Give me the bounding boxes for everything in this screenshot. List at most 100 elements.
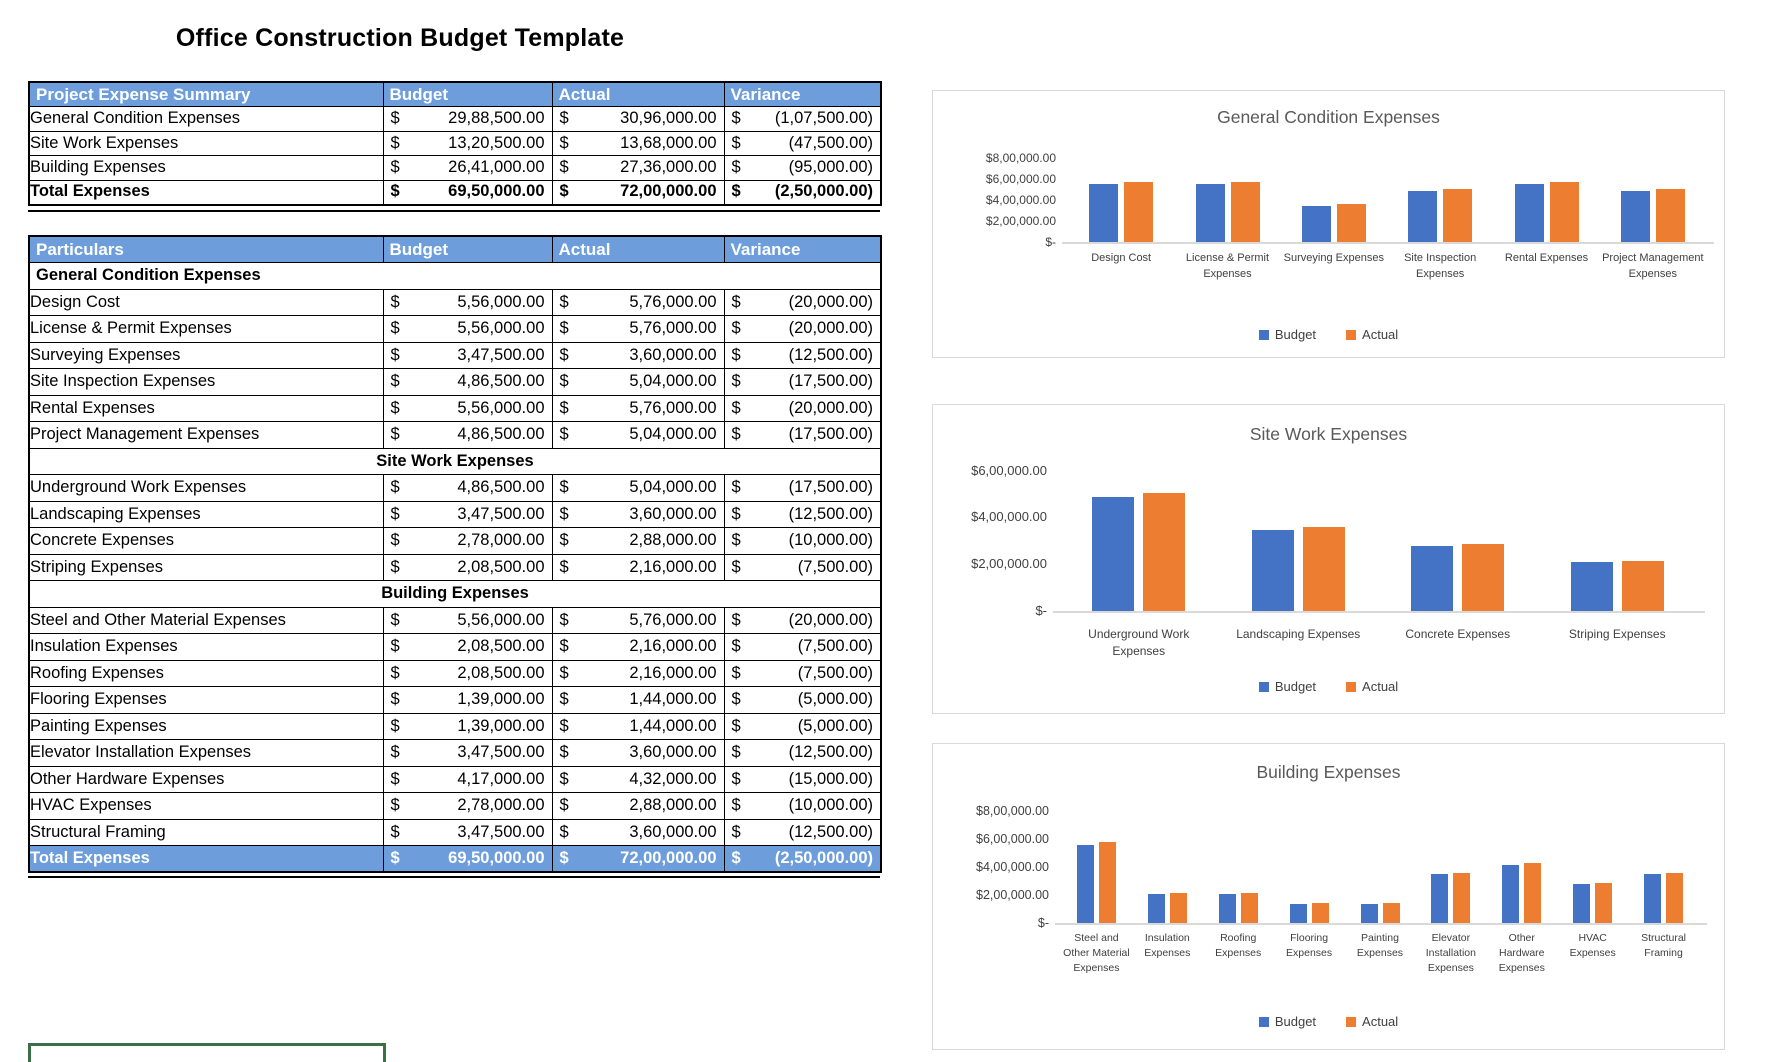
column-header[interactable]: Budget [382, 81, 553, 107]
budget-value-cell[interactable]: $3,47,500.00 [382, 818, 553, 846]
variance-value-cell[interactable]: $ (10,000.00) [723, 527, 882, 555]
actual-value-cell[interactable]: $5,04,000.00 [551, 368, 725, 396]
variance-value-cell[interactable]: $ (1,07,500.00) [723, 106, 882, 132]
budget-value-cell[interactable]: $3,47,500.00 [382, 739, 553, 767]
chart-building-expenses[interactable]: Building Expenses $8,00,000.00 $6,00,000.0… [932, 743, 1725, 1050]
summary-table[interactable]: Project Expense Summary Budget Actual Varia… [28, 81, 882, 206]
actual-value-cell[interactable]: $1,44,000.00 [551, 686, 725, 714]
actual-value-cell[interactable]: $2,16,000.00 [551, 633, 725, 661]
budget-value-cell[interactable]: $13,20,500.00 [382, 130, 553, 156]
budget-value-cell[interactable]: $4,86,500.00 [382, 421, 553, 449]
row-label[interactable]: Striping Expenses [28, 553, 384, 581]
row-label[interactable]: Elevator Installation Expenses [28, 739, 384, 767]
variance-value-cell[interactable]: $ (10,000.00) [723, 792, 882, 820]
empty-selected-range-box[interactable] [28, 1043, 386, 1062]
budget-value-cell[interactable]: $1,39,000.00 [382, 712, 553, 740]
actual-value-cell[interactable]: $2,16,000.00 [551, 553, 725, 581]
chart-site-work-expenses[interactable]: Site Work Expenses $6,00,000.00 $4,00,000.… [932, 404, 1725, 714]
budget-value-cell[interactable]: $3,47,500.00 [382, 341, 553, 369]
budget-value-cell[interactable]: $2,78,000.00 [382, 527, 553, 555]
row-label[interactable]: Roofing Expenses [28, 659, 384, 687]
actual-value-cell[interactable]: $13,68,000.00 [551, 130, 725, 156]
variance-value-cell[interactable]: $ (12,500.00) [723, 818, 882, 846]
variance-value-cell[interactable]: $ (5,000.00) [723, 686, 882, 714]
budget-value-cell[interactable]: $4,17,000.00 [382, 765, 553, 793]
actual-value-cell[interactable]: $2,88,000.00 [551, 527, 725, 555]
row-label[interactable]: General Condition Expenses [28, 106, 384, 132]
row-label[interactable]: Other Hardware Expenses [28, 765, 384, 793]
budget-value-cell[interactable]: $3,47,500.00 [382, 500, 553, 528]
detail-table[interactable]: Particulars Budget Actual Variance General C… [28, 235, 882, 873]
section-label[interactable]: Site Work Expenses [28, 447, 882, 475]
actual-value-cell[interactable]: $5,76,000.00 [551, 288, 725, 316]
budget-value-cell[interactable]: $2,08,500.00 [382, 553, 553, 581]
column-header[interactable]: Actual [551, 235, 725, 263]
actual-value-cell[interactable]: $27,36,000.00 [551, 155, 725, 181]
column-header[interactable]: Project Expense Summary [28, 81, 384, 107]
row-label[interactable]: Design Cost [28, 288, 384, 316]
budget-value-cell[interactable]: $2,78,000.00 [382, 792, 553, 820]
actual-value-cell[interactable]: $5,76,000.00 [551, 606, 725, 634]
row-label[interactable]: License & Permit Expenses [28, 315, 384, 343]
variance-value-cell[interactable]: $ (20,000.00) [723, 315, 882, 343]
variance-value-cell[interactable]: $ (7,500.00) [723, 553, 882, 581]
variance-value-cell[interactable]: $ (17,500.00) [723, 368, 882, 396]
budget-value-cell[interactable]: $5,56,000.00 [382, 606, 553, 634]
budget-value-cell[interactable]: $5,56,000.00 [382, 394, 553, 422]
column-header[interactable]: Budget [382, 235, 553, 263]
variance-value-cell[interactable]: $ (12,500.00) [723, 739, 882, 767]
row-label[interactable]: Steel and Other Material Expenses [28, 606, 384, 634]
variance-value-cell[interactable]: $ (7,500.00) [723, 633, 882, 661]
variance-value-cell[interactable]: $ (17,500.00) [723, 421, 882, 449]
variance-value-cell[interactable]: $ (15,000.00) [723, 765, 882, 793]
budget-value-cell[interactable]: $2,08,500.00 [382, 659, 553, 687]
budget-value-cell[interactable]: $1,39,000.00 [382, 686, 553, 714]
row-label[interactable]: Building Expenses [28, 155, 384, 181]
variance-value-cell[interactable]: $ (12,500.00) [723, 341, 882, 369]
budget-value-cell[interactable]: $4,86,500.00 [382, 474, 553, 502]
actual-value-cell[interactable]: $3,60,000.00 [551, 739, 725, 767]
chart-general-condition-expenses[interactable]: General Condition Expenses $8,00,000.00 $6… [932, 90, 1725, 358]
row-label[interactable]: Site Inspection Expenses [28, 368, 384, 396]
row-label[interactable]: Site Work Expenses [28, 130, 384, 156]
actual-value-cell[interactable]: $2,88,000.00 [551, 792, 725, 820]
budget-value-cell[interactable]: $2,08,500.00 [382, 633, 553, 661]
variance-value-cell[interactable]: $ (95,000.00) [723, 155, 882, 181]
actual-value-cell[interactable]: $4,32,000.00 [551, 765, 725, 793]
column-header[interactable]: Variance [723, 235, 882, 263]
variance-value-cell[interactable]: $ (20,000.00) [723, 288, 882, 316]
section-label[interactable]: General Condition Expenses [28, 262, 882, 290]
column-header[interactable]: Actual [551, 81, 725, 107]
section-label[interactable]: Building Expenses [28, 580, 882, 608]
row-label[interactable]: Structural Framing [28, 818, 384, 846]
variance-value-cell[interactable]: $ (20,000.00) [723, 394, 882, 422]
actual-value-cell[interactable]: $3,60,000.00 [551, 818, 725, 846]
row-label[interactable]: Surveying Expenses [28, 341, 384, 369]
variance-value-cell[interactable]: $ (5,000.00) [723, 712, 882, 740]
column-header[interactable]: Variance [723, 81, 882, 107]
budget-value-cell[interactable]: $26,41,000.00 [382, 155, 553, 181]
variance-value-cell[interactable]: $ (12,500.00) [723, 500, 882, 528]
row-label[interactable]: Total Expenses [28, 179, 384, 205]
budget-value-cell[interactable]: $69,50,000.00 [382, 845, 553, 873]
row-label[interactable]: Underground Work Expenses [28, 474, 384, 502]
row-label[interactable]: Landscaping Expenses [28, 500, 384, 528]
budget-value-cell[interactable]: $5,56,000.00 [382, 315, 553, 343]
actual-value-cell[interactable]: $1,44,000.00 [551, 712, 725, 740]
row-label[interactable]: Concrete Expenses [28, 527, 384, 555]
actual-value-cell[interactable]: $30,96,000.00 [551, 106, 725, 132]
row-label[interactable]: Insulation Expenses [28, 633, 384, 661]
variance-value-cell[interactable]: $ (20,000.00) [723, 606, 882, 634]
row-label[interactable]: Flooring Expenses [28, 686, 384, 714]
variance-value-cell[interactable]: $ (7,500.00) [723, 659, 882, 687]
actual-value-cell[interactable]: $5,04,000.00 [551, 474, 725, 502]
variance-value-cell[interactable]: $ (2,50,000.00) [723, 179, 882, 205]
column-header[interactable]: Particulars [28, 235, 384, 263]
variance-value-cell[interactable]: $ (2,50,000.00) [723, 845, 882, 873]
row-label[interactable]: Project Management Expenses [28, 421, 384, 449]
budget-value-cell[interactable]: $4,86,500.00 [382, 368, 553, 396]
actual-value-cell[interactable]: $72,00,000.00 [551, 845, 725, 873]
actual-value-cell[interactable]: $2,16,000.00 [551, 659, 725, 687]
variance-value-cell[interactable]: $ (47,500.00) [723, 130, 882, 156]
row-label[interactable]: HVAC Expenses [28, 792, 384, 820]
